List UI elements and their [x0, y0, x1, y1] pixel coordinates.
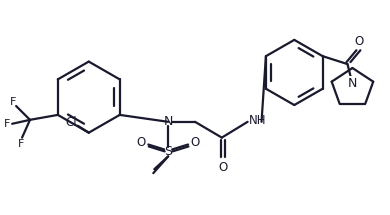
Text: S: S — [164, 145, 172, 158]
Text: F: F — [18, 138, 24, 149]
Text: O: O — [355, 35, 364, 48]
Text: O: O — [218, 161, 227, 174]
Text: Cl: Cl — [65, 116, 77, 129]
Text: N: N — [348, 77, 357, 90]
Text: NH: NH — [248, 114, 266, 127]
Text: F: F — [4, 119, 11, 129]
Text: N: N — [348, 77, 357, 90]
Text: N: N — [163, 115, 173, 128]
Text: O: O — [137, 136, 146, 149]
Text: F: F — [10, 97, 16, 107]
Text: O: O — [190, 136, 200, 149]
